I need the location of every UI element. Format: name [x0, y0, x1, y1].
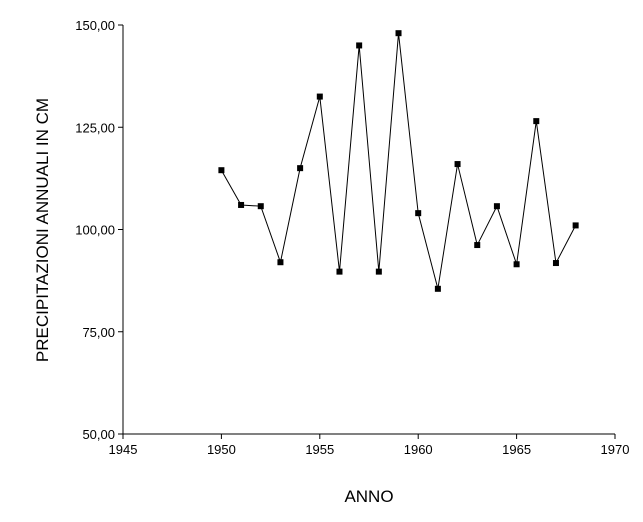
data-point [513, 261, 520, 268]
data-point [474, 242, 481, 249]
data-point [434, 285, 441, 292]
data-point [316, 93, 323, 100]
data-point [297, 165, 304, 172]
x-axis-ticks: 1945 1950 1955 1960 1965 1970 [109, 434, 630, 457]
x-tick-label: 1960 [404, 442, 433, 457]
data-point [277, 259, 284, 266]
y-tick-label: 150,00 [75, 18, 115, 33]
data-point [395, 30, 402, 37]
data-point [572, 222, 579, 229]
y-tick-label: 100,00 [75, 223, 115, 238]
data-point [218, 167, 225, 174]
y-axis-ticks: 50,00 75,00 100,00 125,00 150,00 [75, 18, 123, 442]
data-point [454, 161, 461, 168]
x-tick-label: 1955 [305, 442, 334, 457]
y-tick-label: 75,00 [82, 325, 115, 340]
data-point [552, 260, 559, 267]
y-tick-label: 50,00 [82, 427, 115, 442]
y-axis-title: PRECIPITAZIONI ANNUALI IN CM [33, 98, 52, 362]
data-point [238, 201, 245, 208]
data-point [336, 268, 343, 275]
data-point [375, 268, 382, 275]
series-line [220, 33, 577, 289]
x-axis-title: ANNO [344, 487, 393, 506]
data-point [533, 118, 540, 125]
data-point [356, 42, 363, 49]
x-tick-label: 1945 [109, 442, 138, 457]
data-point [493, 203, 500, 210]
data-point [415, 210, 422, 217]
data-point [257, 203, 264, 210]
x-tick-label: 1950 [207, 442, 236, 457]
axes [122, 25, 615, 435]
y-tick-label: 125,00 [75, 120, 115, 135]
series-layer [218, 30, 579, 292]
x-tick-label: 1965 [502, 442, 531, 457]
x-tick-label: 1970 [601, 442, 630, 457]
